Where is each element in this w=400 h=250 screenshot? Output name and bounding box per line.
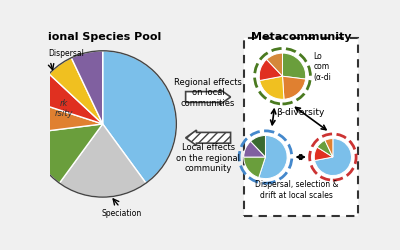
Wedge shape xyxy=(317,140,333,157)
Wedge shape xyxy=(282,53,306,79)
Text: Local effects
on the regional
community: Local effects on the regional community xyxy=(176,143,240,173)
Wedge shape xyxy=(282,76,306,99)
Text: rk
rsity: rk rsity xyxy=(55,99,73,118)
Wedge shape xyxy=(266,53,282,76)
Wedge shape xyxy=(325,138,333,157)
FancyArrow shape xyxy=(186,130,230,146)
Wedge shape xyxy=(60,124,146,197)
Wedge shape xyxy=(259,136,287,178)
Wedge shape xyxy=(259,59,282,80)
Wedge shape xyxy=(49,58,103,124)
Wedge shape xyxy=(260,76,284,99)
FancyBboxPatch shape xyxy=(244,38,358,216)
Wedge shape xyxy=(244,141,266,157)
Text: Speciation: Speciation xyxy=(101,209,142,218)
Wedge shape xyxy=(29,101,103,133)
Text: ional Species Pool: ional Species Pool xyxy=(48,32,162,42)
Text: Dispersal, selection &
drift at local scales: Dispersal, selection & drift at local sc… xyxy=(255,180,338,200)
Wedge shape xyxy=(103,51,176,183)
Wedge shape xyxy=(315,138,352,175)
Wedge shape xyxy=(250,136,266,157)
Text: β-diversity: β-diversity xyxy=(276,108,324,117)
Wedge shape xyxy=(244,157,266,178)
Wedge shape xyxy=(71,51,103,124)
Wedge shape xyxy=(314,147,333,160)
FancyArrow shape xyxy=(186,89,230,105)
Wedge shape xyxy=(33,74,103,124)
Wedge shape xyxy=(30,124,103,183)
Text: Lo
com
(α-di: Lo com (α-di xyxy=(314,52,331,82)
Text: Metacommunity: Metacommunity xyxy=(251,32,351,42)
Text: Regional effects
on local
communities: Regional effects on local communities xyxy=(174,78,242,108)
Text: Dispersal: Dispersal xyxy=(48,49,84,58)
